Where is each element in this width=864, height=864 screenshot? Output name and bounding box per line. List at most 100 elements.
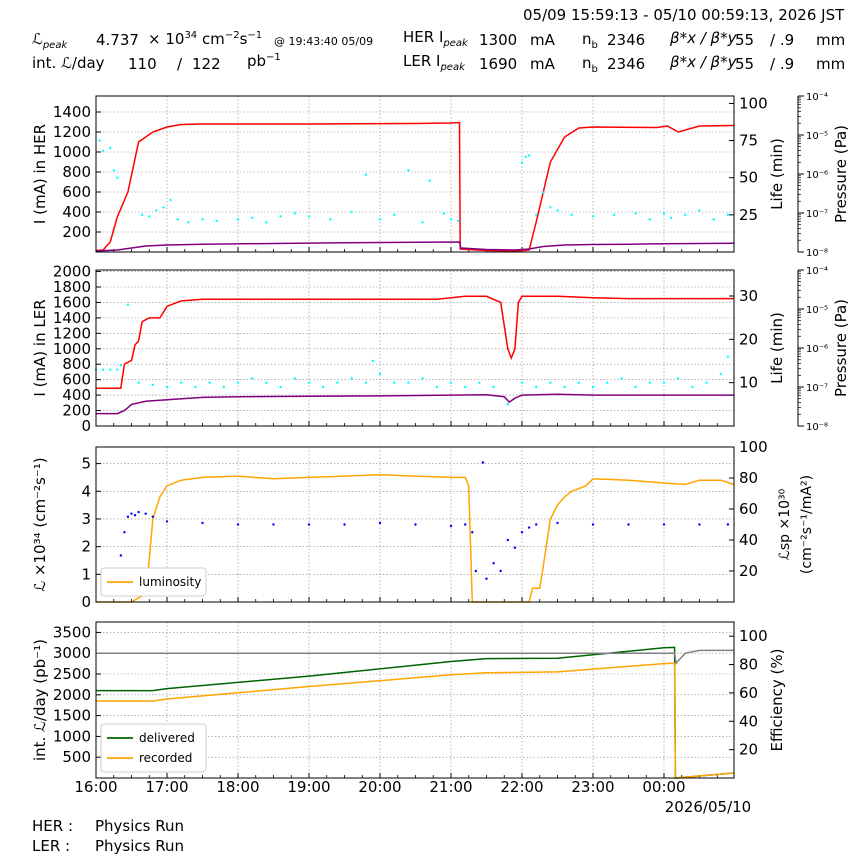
y-tick-label: 1800	[53, 278, 91, 296]
pressure-axis-label: Pressure (Pa)	[832, 125, 850, 223]
life-point	[215, 219, 218, 222]
life-point	[112, 169, 115, 172]
y2-axis-label: Life (min)	[768, 312, 786, 384]
her-status-label: HER :	[32, 817, 74, 835]
pressure-tick-label: 10⁻⁶	[806, 344, 828, 355]
y-tick-label: 2000	[53, 263, 91, 281]
y2-tick-label: 20	[739, 330, 758, 348]
her-beta-x: 55	[735, 31, 755, 49]
specific-point	[272, 523, 275, 526]
life-point	[98, 139, 101, 142]
y-tick-label: 600	[62, 371, 91, 389]
x-tick-label: 18:00	[216, 778, 259, 796]
y2-axis-label: Efficiency (%)	[768, 649, 786, 752]
y-tick-label: 1000	[53, 143, 91, 161]
y2-axis-label: Life (min)	[768, 138, 786, 210]
life-point	[534, 213, 538, 217]
pressure-tick-label: 10⁻⁸	[806, 248, 828, 259]
x-tick-label: 23:00	[571, 778, 614, 796]
life-point	[169, 198, 172, 202]
life-point	[492, 385, 495, 389]
specific-series	[119, 461, 730, 580]
y2-tick-label: 80	[739, 469, 758, 487]
life-point	[155, 209, 158, 212]
x-date-label: 2026/05/10	[665, 798, 751, 816]
life-point	[421, 377, 424, 380]
int-lumi-delivered: 110	[128, 55, 157, 73]
y-tick-label: 1500	[53, 707, 91, 725]
y-tick-label: 400	[62, 386, 91, 404]
specific-point	[449, 524, 453, 528]
life-point	[698, 209, 701, 212]
life-point	[279, 215, 282, 218]
pressure-tick-label: 10⁻⁴	[806, 92, 828, 103]
y2-tick-label: 30	[739, 287, 758, 305]
x-tick-label: 21:00	[429, 778, 472, 796]
life-point	[140, 213, 144, 217]
footer-panel: HER : Physics Run LER : Physics Run	[0, 812, 864, 864]
life-series	[94, 303, 730, 406]
ler-peak-label: LER Ipeak	[403, 52, 465, 73]
peak-lumi-unit: × 1034 cm−2s−1	[148, 30, 263, 48]
y-tick-label: 1400	[53, 103, 91, 121]
ler-nb-label: nb	[582, 54, 598, 75]
life-point	[591, 215, 595, 218]
specific-point	[474, 569, 478, 573]
int-lumi-unit: pb−1	[247, 52, 281, 70]
pressure-tick-label: 10⁻⁴	[806, 266, 828, 277]
specific-point	[463, 523, 467, 526]
life-point	[293, 377, 296, 380]
life-point	[719, 372, 722, 376]
pressure-tick-label: 10⁻⁷	[806, 383, 828, 394]
life-point	[101, 149, 105, 153]
life-point	[613, 213, 616, 217]
her-beta-y: / .9	[770, 31, 795, 49]
legend-label: luminosity	[139, 575, 201, 589]
life-point	[116, 368, 119, 371]
life-point	[187, 221, 190, 224]
life-point	[726, 213, 730, 217]
life-point	[662, 212, 666, 215]
y-tick-label: 1400	[53, 309, 91, 327]
specific-point	[236, 523, 240, 526]
life-point	[321, 385, 325, 389]
life-point	[542, 191, 545, 194]
legend-box	[100, 723, 207, 773]
life-point	[350, 377, 353, 380]
life-point	[463, 385, 467, 389]
y-tick-label: 500	[62, 748, 91, 766]
luminosity-line	[96, 473, 734, 603]
specific-point	[307, 523, 311, 526]
legend-box	[100, 567, 207, 597]
panel-frame	[95, 621, 735, 779]
y-tick-label: 200	[62, 223, 91, 241]
y-tick-label: 4	[81, 482, 91, 500]
y-tick-label: 0	[81, 417, 91, 435]
life-series	[98, 139, 730, 224]
int-lumi-label: int. ℒ/day	[32, 54, 105, 72]
pressure-tick-label: 10⁻⁵	[806, 305, 828, 316]
y-tick-label: 2	[81, 538, 91, 556]
life-point	[148, 215, 151, 218]
life-point	[222, 385, 225, 389]
y-tick-label: 800	[62, 163, 91, 181]
life-point	[371, 359, 375, 363]
y-tick-label: 600	[62, 183, 91, 201]
pressure-line	[96, 393, 734, 415]
life-point	[119, 364, 123, 367]
y2-tick-label: 25	[739, 206, 758, 224]
ler-beta-x: 55	[735, 55, 755, 73]
life-point	[662, 381, 666, 384]
life-point	[478, 381, 481, 384]
y-tick-label: 2000	[53, 686, 91, 704]
y-axis-label: ℒ ×10³⁴ (cm⁻²s⁻¹)	[31, 457, 49, 591]
y-tick-label: 1000	[53, 340, 91, 358]
specific-point	[201, 521, 204, 525]
life-point	[108, 146, 112, 150]
life-point	[364, 381, 367, 384]
life-point	[648, 218, 651, 221]
y-axis-label: I (mA) in LER	[31, 299, 49, 396]
y2-tick-label: 100	[739, 627, 768, 645]
y2-tick-label: 100	[739, 438, 768, 456]
y2-tick-label: 60	[739, 684, 758, 702]
